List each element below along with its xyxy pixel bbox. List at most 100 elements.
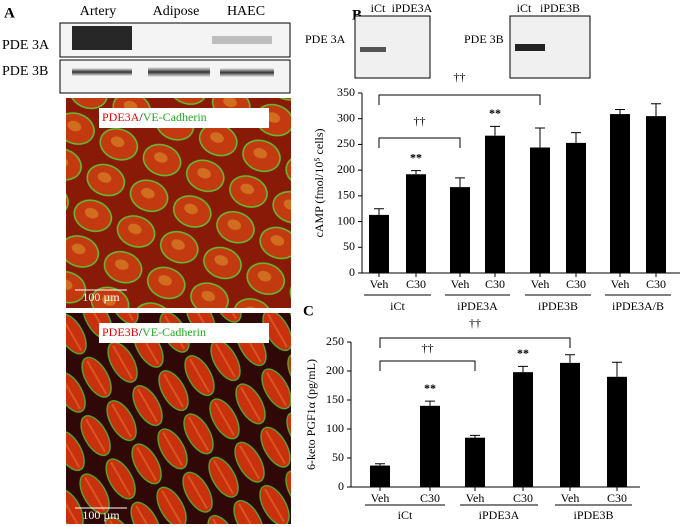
x-tick-label: C30 [513,491,533,505]
caption-part: VE-Cadherin [143,110,207,124]
error-bar [455,177,465,188]
significance: †† [469,316,481,330]
y-tick-label: 50 [332,450,344,464]
y-tick-label: 100 [337,213,355,227]
bar [406,174,426,273]
bar [465,437,485,487]
band [360,47,386,52]
y-axis-label: 6-keto PGF1α (pg/mL) [304,359,318,470]
blot-column: Adipose [153,4,200,19]
caption-box [99,108,269,128]
caption-part: PDE3A [102,110,140,124]
y-tick-label: 200 [337,162,355,176]
x-tick-label: Veh [371,491,390,505]
blot-row: PDE 3A [305,32,346,46]
bar [513,372,533,487]
bar [450,187,470,273]
group-label: iCt [398,508,413,522]
caption-part: VE-Cadherin [142,325,206,339]
blot-column: HAEC [227,4,265,19]
bar [560,362,580,487]
bar [420,405,440,487]
bar [610,114,630,273]
blot-column: Artery [80,4,117,19]
band [72,26,132,50]
blot-column: iPDE3A [392,1,433,15]
x-tick-label: Veh [451,277,470,291]
group-label: iPDE3A [479,508,520,522]
y-tick-label: 50 [343,239,355,253]
group-label: iPDE3A/B [612,299,664,313]
x-tick-label: C30 [646,277,666,291]
error-bar [490,125,500,136]
panel-label: B [352,7,362,23]
significance: ** [489,106,501,120]
y-tick-label: 350 [337,85,355,99]
error-bar [615,108,625,115]
bracket [378,94,541,105]
blot-column: iPDE3B [540,1,580,15]
y-tick-label: 0 [349,265,355,279]
y-tick-label: 200 [326,363,344,377]
bar [485,135,505,273]
error-bar [535,127,545,148]
significance: ** [517,346,529,360]
error-bar [651,103,661,117]
panel-label: C [303,303,314,319]
y-tick-label: 250 [337,136,355,150]
scale-label: 100 µm [82,508,120,522]
blot-column: iCt [371,1,386,15]
band [72,68,132,76]
group-label: iCt [390,299,405,313]
y-tick-label: 0 [338,479,344,493]
bar [530,147,550,273]
bar [646,116,666,274]
group-label: iPDE3B [573,508,613,522]
band [212,36,272,44]
caption-box [99,323,269,343]
y-tick-label: 250 [326,334,344,348]
significance: †† [422,341,434,355]
x-tick-label: C30 [566,277,586,291]
caption-part: PDE3B [102,325,139,339]
group-label: iPDE3A [457,299,498,313]
x-tick-label: C30 [607,491,627,505]
band [220,68,274,77]
caption-part: / [139,325,143,339]
x-tick-label: C30 [485,277,505,291]
micrograph [66,313,291,524]
bar [370,465,390,487]
error-bar [375,463,385,466]
x-tick-label: Veh [370,277,389,291]
blot-column: iCt [517,1,532,15]
error-bar [374,208,384,215]
significance: ** [424,381,436,395]
blot-row: PDE 3B [464,32,504,46]
error-bar [470,434,480,438]
bar [566,142,586,273]
blot-row: PDE 3A [2,38,50,53]
error-bar [411,170,421,175]
x-tick-label: Veh [561,491,580,505]
x-tick-label: C30 [406,277,426,291]
band [515,44,545,51]
caption-part: / [139,110,143,124]
bracket [379,337,571,348]
bar [369,214,389,273]
error-bar [518,365,528,373]
x-tick-label: Veh [531,277,550,291]
panel-label: A [4,5,15,21]
error-bar [571,132,581,143]
y-tick-label: 300 [337,110,355,124]
bracket [378,137,461,148]
error-bar [565,354,575,363]
scale-label: 100 µm [82,290,120,304]
group-label: iPDE3B [538,299,578,313]
y-tick-label: 150 [337,188,355,202]
x-tick-label: Veh [466,491,485,505]
blot-row: PDE 3B [2,64,48,79]
bracket [379,360,476,371]
band [148,67,210,77]
